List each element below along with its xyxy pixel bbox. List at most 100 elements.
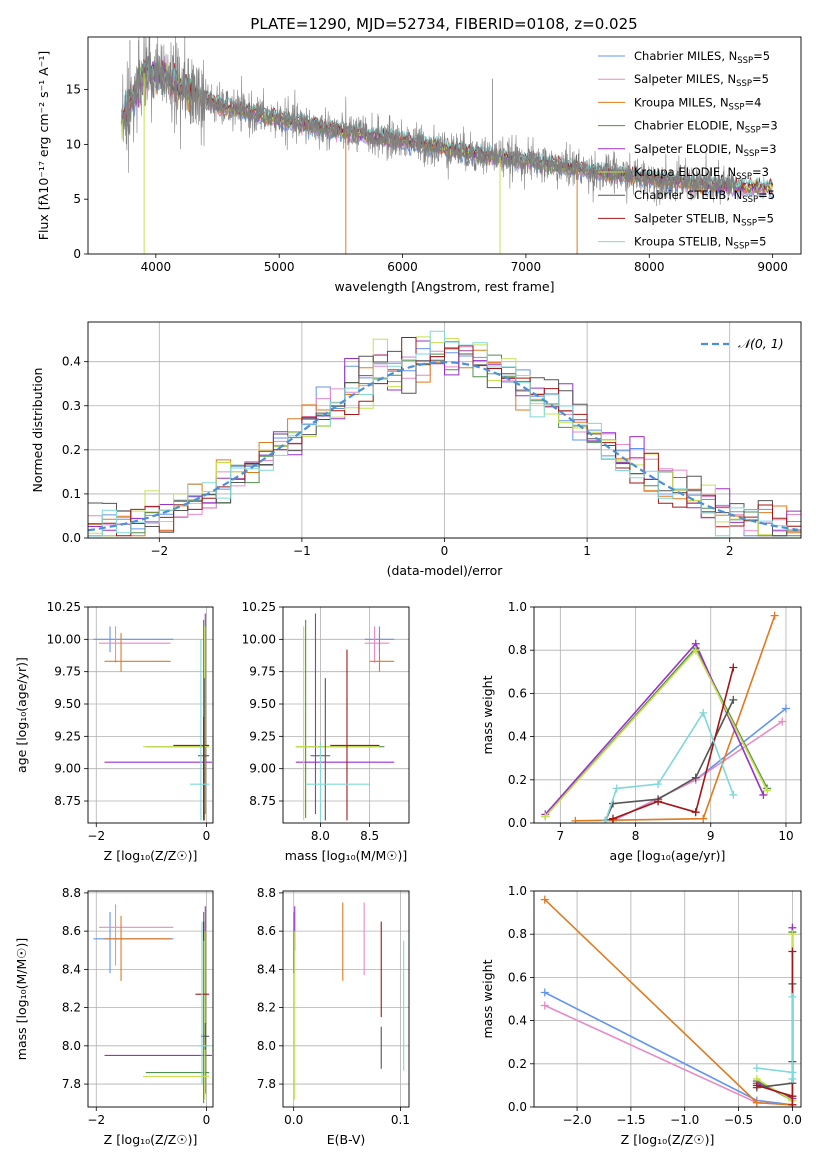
age_weight-xlabel: age [log₁₀(age/yr)] [610,848,726,863]
z_mass-ytick-label-4: 8.6 [62,924,81,938]
z_weight-marker-salpeter_miles-0 [540,1001,549,1010]
z_weight-marker-kroupa_stelib-3 [788,1074,797,1083]
z_mass-ytick-label-3: 8.4 [62,962,81,976]
z_weight-axes: −2.0 −1.5 −1.0 −0.5 0.0 0.0 0.2 0.4 0.6 0.8 1.0 Z [… [480,884,802,1147]
age_weight-line-chabrier_stelib [604,699,735,822]
mass_age-frame [282,606,410,824]
residuals-xtick-label-4: 2 [726,544,734,558]
z_weight-marker-kroupa_elodie-2 [788,930,797,939]
mass_age-xlabel: mass [log₁₀(M/M☉)] [285,848,407,863]
age_weight-series-kroupa_miles [571,611,779,823]
ebv_mass-ytick-label-5: 8.8 [257,886,276,900]
residual-hist-salpeter_stelib [88,337,801,537]
mass_age-point-kroupa_miles [369,632,395,672]
age_weight-xtick-label-1: 8 [632,829,640,843]
ebv_mass-xlabel: E(B-V) [327,1132,366,1147]
spectrum-xtick-label-4: 8000 [634,260,665,274]
age_weight-ytick-label-1: 0.2 [508,773,527,787]
legend-entry-kroupa_elodie: Kroupa ELODIE, NSSP=3 [634,165,769,182]
age_weight-marker-kroupa_miles-1 [699,814,708,823]
z_weight-xlabel: Z [log₁₀(Z/Z☉)] [621,1132,715,1147]
legend-entry-chabrier_elodie: Chabrier ELODIE, NSSP=3 [634,119,778,136]
z_mass-ytick-label-2: 8.2 [62,1001,81,1015]
spectrum-xlabel: wavelength [Angstrom, rest frame] [334,279,554,294]
ebv_mass-xtick-label-0: 0.0 [284,1113,303,1127]
z_weight-marker-salpeter_stelib-2 [788,947,797,956]
age_weight-marker-salpeter_stelib-3 [691,808,700,817]
age_weight-marker-salpeter_elodie-2 [759,790,768,799]
z_weight-ytick-label-4: 0.8 [508,927,527,941]
z_weight-ytick-label-2: 0.4 [508,1014,527,1028]
z_weight-xtick-label-4: 0.0 [783,1113,802,1127]
spectrum-data [122,37,736,207]
z_age-frame [87,606,214,824]
normal-curve [88,360,799,532]
z_weight-line-kroupa_elodie [756,934,794,1102]
spectrum-axes: 4000 5000 6000 7000 8000 9000 0 5 10 15 wavelength… [36,36,802,294]
z_weight-series-kroupa_stelib [752,992,797,1083]
age_weight-ytick-label-3: 0.6 [508,686,527,700]
z_weight-ytick-label-5: 1.0 [508,884,527,898]
spectrum-legend: Chabrier MILES, NSSP=5 Salpeter MILES, NS… [598,49,778,252]
z_weight-marker-salpeter_stelib-0 [752,1081,761,1090]
residuals-frame [87,321,802,539]
z_weight-series-chabrier_miles [540,988,797,1107]
age_weight-xtick-label-2: 9 [707,829,715,843]
residuals-axes: −2 −1 0 1 2 0.0 0.1 0.2 0.3 0.4 (data-model)/error… [30,321,802,578]
mass_age-ytick-label-4: 9.75 [249,665,276,679]
age_weight-marker-kroupa_stelib-3 [699,708,708,717]
residuals-xlabel: (data-model)/error [387,563,504,578]
z_mass-point-kroupa_elodie [143,931,210,1100]
figure-title: PLATE=1290, MJD=52734, FIBERID=0108, z=0… [250,15,637,33]
legend-entry-salpeter_stelib: Salpeter STELIB, NSSP=5 [634,211,774,228]
mass_age-point-chabrier_elodie [295,619,385,818]
z_weight-plot-area [540,895,797,1107]
age_weight-marker-chabrier_stelib-4 [729,695,738,704]
z_age-point-salpeter_stelib [173,716,210,821]
spectrum-xtick-label-5: 9000 [757,260,788,274]
z_age-xtick-label-0: −2 [87,829,105,843]
z_mass-xtick-label-1: 0 [203,1113,211,1127]
z_mass-xtick-label-0: −2 [87,1113,105,1127]
z_age-point-salpeter_miles [99,626,171,663]
z_weight-ytick-label-0: 0.0 [508,1100,527,1114]
residuals-xtick-label-3: 1 [583,544,591,558]
legend-entry-salpeter_miles: Salpeter MILES, NSSP=5 [634,72,769,89]
z_mass-ytick-label-1: 8.0 [62,1039,81,1053]
z_mass-axes: −2 0 7.8 8.0 8.2 8.4 8.6 8.8 Z [log₁₀(Z/Z☉)] mass… [14,886,214,1147]
age_weight-marker-kroupa_stelib-0 [601,816,610,823]
z_age-ytick-label-1: 9.00 [54,762,81,776]
spectrum-model-kroupa_stelib [120,59,773,190]
z_weight-marker-kroupa_stelib-0 [752,1064,761,1073]
residuals-ytick-label-1: 0.1 [62,487,81,501]
z_age-point-chabrier_miles [93,626,174,653]
age_weight-ytick-label-4: 0.8 [508,643,527,657]
residual-hist-kroupa_stelib [88,330,801,537]
age_weight-series-chabrier_stelib [601,695,738,823]
z_mass-frame [87,890,214,1108]
spectrum-xtick-label-0: 4000 [141,260,172,274]
z_weight-frame [533,890,802,1108]
z_age-ytick-label-5: 10.00 [47,632,81,646]
age_weight-frame [533,606,802,824]
z_mass-plot-area [93,904,212,1104]
age_weight-marker-salpeter_miles-2 [778,717,787,726]
legend-entry-chabrier_miles: Chabrier MILES, NSSP=5 [634,49,770,66]
z_weight-series-kroupa_miles [540,895,797,1107]
age_weight-marker-kroupa_elodie-0 [541,812,550,821]
z_weight-series-chabrier_elodie [752,928,797,1105]
z_mass-ylabel: mass [log₁₀(M/M☉)] [14,938,29,1060]
spectrum-ytick-label-0: 0 [73,247,81,261]
z_weight-marker-kroupa_stelib-2 [788,992,797,1001]
age_weight-marker-chabrier_miles-2 [781,704,790,713]
z_age-point-chabrier_elodie [145,619,210,818]
z_weight-line-chabrier_elodie [756,932,794,1102]
spectrum-xtick-label-2: 6000 [387,260,418,274]
spectrum-ylabel: Flux [fλ10⁻¹⁷ erg cm⁻² s⁻¹ A⁻¹] [36,51,51,240]
mass_age-plot-area [295,613,395,821]
z_mass-point-chabrier_miles [93,912,174,974]
age_weight-ytick-label-0: 0.0 [508,816,527,830]
z_mass-ytick-label-0: 7.8 [62,1077,81,1091]
z_weight-marker-kroupa_miles-0 [540,895,549,904]
z_weight-line-kroupa_stelib [756,996,794,1079]
